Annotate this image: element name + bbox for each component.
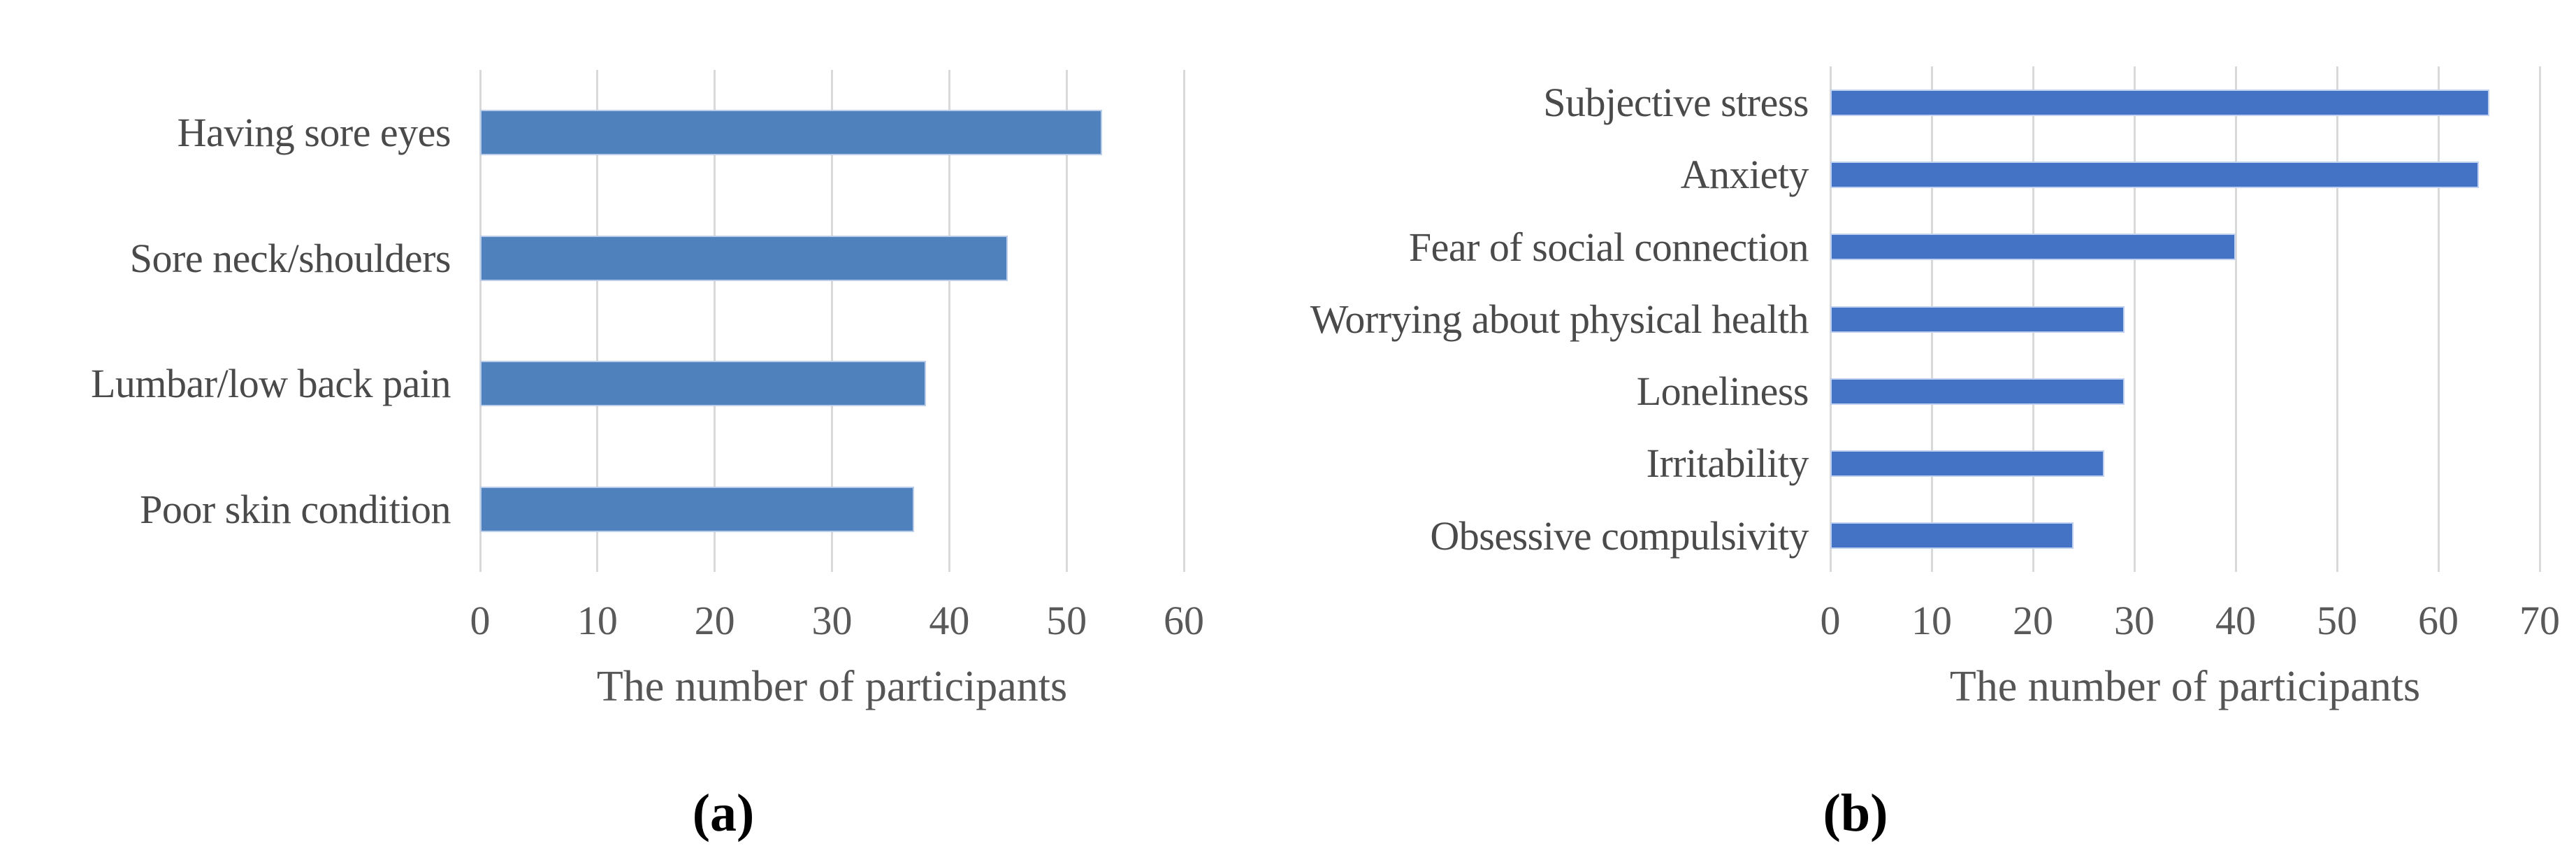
x-tick-label: 60 <box>2418 598 2459 643</box>
category-label: Lumbar/low back pain <box>90 361 451 406</box>
x-tick-label: 20 <box>2013 598 2053 643</box>
gridline <box>948 70 950 572</box>
x-axis-title-b: The number of participants <box>1949 663 2421 710</box>
panel-caption-b: (b) <box>1823 784 1888 843</box>
x-tick-label: 10 <box>1911 598 1952 643</box>
x-tick-label: 0 <box>470 598 491 643</box>
category-label: Having sore eyes <box>177 110 451 155</box>
x-tick-label: 50 <box>2317 598 2357 643</box>
gridline <box>2538 66 2541 572</box>
bar <box>480 235 1008 281</box>
x-tick-label: 20 <box>694 598 735 643</box>
bar <box>1830 89 2489 116</box>
category-label: Poor skin condition <box>140 486 451 532</box>
bar <box>1830 450 2104 478</box>
x-tick-label: 0 <box>1820 598 1841 643</box>
gridline <box>1065 70 1068 572</box>
bar <box>480 361 926 407</box>
x-tick-label: 50 <box>1046 598 1087 643</box>
category-label: Worrying about physical health <box>1310 296 1809 342</box>
category-label: Anxiety <box>1680 152 1809 198</box>
gridline <box>2437 66 2440 572</box>
bar <box>480 486 914 532</box>
gridline <box>1182 70 1185 572</box>
category-label: Irritability <box>1646 440 1809 487</box>
category-label: Loneliness <box>1636 368 1809 415</box>
bar <box>1830 161 2479 188</box>
bar <box>1830 378 2125 405</box>
bar <box>1830 522 2074 550</box>
x-tick-label: 60 <box>1164 598 1204 643</box>
x-tick-label: 70 <box>2519 598 2560 643</box>
gridline <box>596 70 599 572</box>
x-tick-label: 30 <box>2114 598 2155 643</box>
bar <box>1830 234 2236 261</box>
category-label: Obsessive compulsivity <box>1430 513 1809 559</box>
x-tick-label: 40 <box>2215 598 2256 643</box>
gridline <box>479 70 482 572</box>
panel-caption-a: (a) <box>692 784 755 843</box>
gridline <box>2133 66 2136 572</box>
bar <box>1830 306 2125 333</box>
bar <box>480 110 1102 156</box>
gridline <box>831 70 833 572</box>
category-label: Sore neck/shoulders <box>129 235 451 281</box>
gridline <box>2234 66 2237 572</box>
x-axis-title-a: The number of participants <box>596 663 1068 710</box>
category-label: Subjective stress <box>1543 80 1809 125</box>
x-tick-label: 10 <box>577 598 618 643</box>
x-tick-label: 30 <box>811 598 853 643</box>
gridline <box>714 70 716 572</box>
category-label: Fear of social connection <box>1408 224 1809 270</box>
x-tick-label: 40 <box>929 598 970 643</box>
gridline <box>2336 66 2338 572</box>
